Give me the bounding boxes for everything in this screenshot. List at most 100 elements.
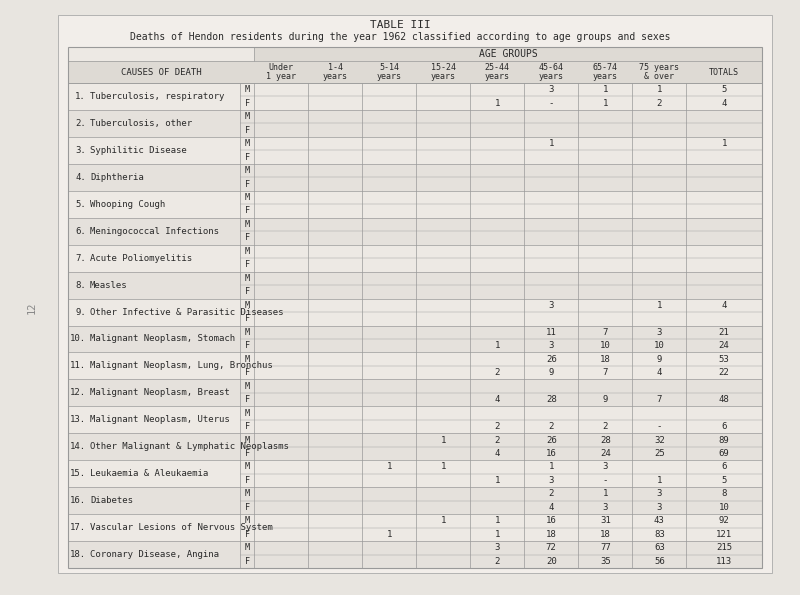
Text: Malignant Neoplasm, Stomach: Malignant Neoplasm, Stomach — [90, 334, 235, 343]
Text: M: M — [245, 85, 250, 94]
Text: Malignant Neoplasm, Breast: Malignant Neoplasm, Breast — [90, 389, 230, 397]
Text: 2: 2 — [549, 422, 554, 431]
Text: 1: 1 — [657, 301, 662, 310]
Text: F: F — [245, 449, 250, 458]
Text: 1: 1 — [549, 462, 554, 471]
Text: 1: 1 — [441, 436, 446, 444]
Text: 25: 25 — [654, 449, 665, 458]
Text: -: - — [602, 476, 608, 485]
Text: 5-14
years: 5-14 years — [377, 62, 402, 82]
Text: 215: 215 — [716, 543, 732, 552]
Text: M: M — [245, 381, 250, 391]
Text: 18: 18 — [546, 530, 557, 539]
Text: 3: 3 — [494, 543, 500, 552]
Text: 17.: 17. — [70, 523, 86, 532]
Text: 1: 1 — [386, 462, 392, 471]
Text: 4: 4 — [494, 449, 500, 458]
Text: 1: 1 — [549, 139, 554, 148]
Text: 10.: 10. — [70, 334, 86, 343]
Text: 21: 21 — [718, 328, 730, 337]
Text: 25-44
years: 25-44 years — [485, 62, 510, 82]
Text: 65-74
years: 65-74 years — [593, 62, 618, 82]
Text: Syphilitic Disease: Syphilitic Disease — [90, 146, 186, 155]
Bar — [58, 15, 772, 573]
Text: F: F — [245, 180, 250, 189]
Text: 18.: 18. — [70, 550, 86, 559]
Text: F: F — [245, 206, 250, 215]
Text: 5.: 5. — [75, 200, 86, 209]
Text: 3: 3 — [602, 462, 608, 471]
Text: 4: 4 — [549, 503, 554, 512]
Text: 26: 26 — [546, 355, 557, 364]
Text: 4: 4 — [722, 99, 727, 108]
Text: F: F — [245, 503, 250, 512]
Text: 15-24
years: 15-24 years — [430, 62, 456, 82]
Text: 7: 7 — [602, 328, 608, 337]
Text: 12.: 12. — [70, 389, 86, 397]
Bar — [68, 191, 762, 218]
Bar — [68, 245, 762, 271]
Bar — [68, 325, 762, 352]
Text: 2.: 2. — [75, 119, 86, 128]
Bar — [68, 61, 762, 83]
Text: M: M — [245, 462, 250, 471]
Text: 7: 7 — [657, 395, 662, 404]
Text: 43: 43 — [654, 516, 665, 525]
Text: 2: 2 — [657, 99, 662, 108]
Text: 5: 5 — [722, 85, 727, 94]
Text: F: F — [245, 557, 250, 566]
Text: 113: 113 — [716, 557, 732, 566]
Text: F: F — [245, 368, 250, 377]
Text: 3: 3 — [549, 301, 554, 310]
Text: 11: 11 — [546, 328, 557, 337]
Text: 2: 2 — [602, 422, 608, 431]
Text: F: F — [245, 99, 250, 108]
Text: 4: 4 — [494, 395, 500, 404]
Text: 6: 6 — [722, 422, 727, 431]
Text: Leukaemia & Aleukaemia: Leukaemia & Aleukaemia — [90, 469, 208, 478]
Text: M: M — [245, 166, 250, 175]
Text: 72: 72 — [546, 543, 557, 552]
Text: -: - — [549, 99, 554, 108]
Text: 1: 1 — [602, 490, 608, 499]
Text: 89: 89 — [718, 436, 730, 444]
Text: 1-4
years: 1-4 years — [322, 62, 347, 82]
Text: 10: 10 — [600, 341, 610, 350]
Bar — [68, 137, 762, 164]
Text: M: M — [245, 193, 250, 202]
Bar — [68, 541, 762, 568]
Text: F: F — [245, 126, 250, 134]
Text: 3.: 3. — [75, 146, 86, 155]
Text: F: F — [245, 530, 250, 539]
Text: F: F — [245, 261, 250, 270]
Text: 24: 24 — [600, 449, 610, 458]
Text: 48: 48 — [718, 395, 730, 404]
Text: 18: 18 — [600, 530, 610, 539]
Text: 8.: 8. — [75, 281, 86, 290]
Text: 2: 2 — [494, 368, 500, 377]
Text: 31: 31 — [600, 516, 610, 525]
Text: 1: 1 — [494, 530, 500, 539]
Text: Malignant Neoplasm, Lung, Bronchus: Malignant Neoplasm, Lung, Bronchus — [90, 361, 273, 371]
Text: TABLE III: TABLE III — [370, 20, 430, 30]
Text: 18: 18 — [600, 355, 610, 364]
Text: 2: 2 — [494, 557, 500, 566]
Text: Meningococcal Infections: Meningococcal Infections — [90, 227, 219, 236]
Text: Measles: Measles — [90, 281, 128, 290]
Text: 1: 1 — [441, 516, 446, 525]
Text: M: M — [245, 112, 250, 121]
Bar — [68, 352, 762, 380]
Text: 16: 16 — [546, 516, 557, 525]
Text: 2: 2 — [494, 436, 500, 444]
Text: 6: 6 — [722, 462, 727, 471]
Bar — [68, 299, 762, 325]
Text: 63: 63 — [654, 543, 665, 552]
Text: 3: 3 — [549, 476, 554, 485]
Text: Under
1 year: Under 1 year — [266, 62, 296, 82]
Text: 75 years
& over: 75 years & over — [639, 62, 679, 82]
Text: M: M — [245, 355, 250, 364]
Text: Other Infective & Parasitic Diseases: Other Infective & Parasitic Diseases — [90, 308, 283, 317]
Text: 1: 1 — [722, 139, 727, 148]
Text: 1: 1 — [602, 85, 608, 94]
Text: 24: 24 — [718, 341, 730, 350]
